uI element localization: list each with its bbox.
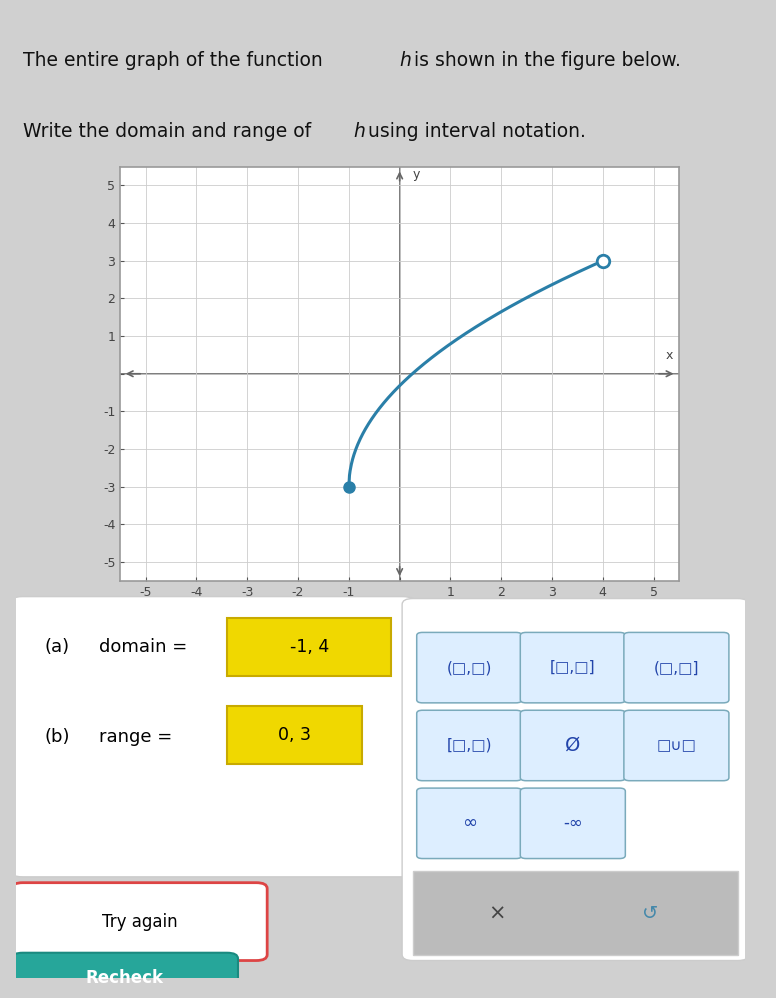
Text: -1, 4: -1, 4 [290,638,329,657]
Text: Ø: Ø [565,736,580,754]
Text: ∞: ∞ [462,814,476,832]
Text: (□,□): (□,□) [446,660,492,675]
FancyBboxPatch shape [417,711,521,780]
Text: domain =: domain = [99,638,193,657]
Text: -∞: -∞ [563,814,583,832]
Text: The entire graph of the function: The entire graph of the function [23,51,329,70]
Text: [□,□): [□,□) [446,738,492,752]
Text: [□,□]: [□,□] [550,660,596,675]
Text: using interval notation.: using interval notation. [362,123,587,142]
Text: x: x [665,349,673,362]
FancyBboxPatch shape [12,953,238,998]
Text: h: h [353,123,365,142]
Text: □∪□: □∪□ [656,738,696,752]
Text: (b): (b) [45,728,70,746]
FancyBboxPatch shape [402,599,749,960]
Text: Write the domain and range of: Write the domain and range of [23,123,317,142]
Text: Try again: Try again [102,912,178,930]
FancyBboxPatch shape [9,597,417,877]
FancyBboxPatch shape [520,788,625,858]
FancyBboxPatch shape [12,882,267,960]
FancyBboxPatch shape [520,711,625,780]
Text: ↺: ↺ [642,904,658,923]
Text: is shown in the figure below.: is shown in the figure below. [408,51,681,70]
FancyBboxPatch shape [417,633,521,703]
Text: h: h [399,51,411,70]
Text: (a): (a) [45,638,70,657]
Text: y: y [412,168,420,181]
Text: range =: range = [99,728,178,746]
FancyBboxPatch shape [520,633,625,703]
Bar [413,871,738,955]
Text: 0, 3: 0, 3 [279,726,311,744]
FancyBboxPatch shape [227,706,362,764]
FancyBboxPatch shape [624,633,729,703]
FancyBboxPatch shape [417,788,521,858]
FancyBboxPatch shape [227,618,391,677]
Text: (□,□]: (□,□] [653,660,699,675]
Text: ×: × [488,904,506,924]
FancyBboxPatch shape [624,711,729,780]
Text: Recheck: Recheck [86,969,164,987]
